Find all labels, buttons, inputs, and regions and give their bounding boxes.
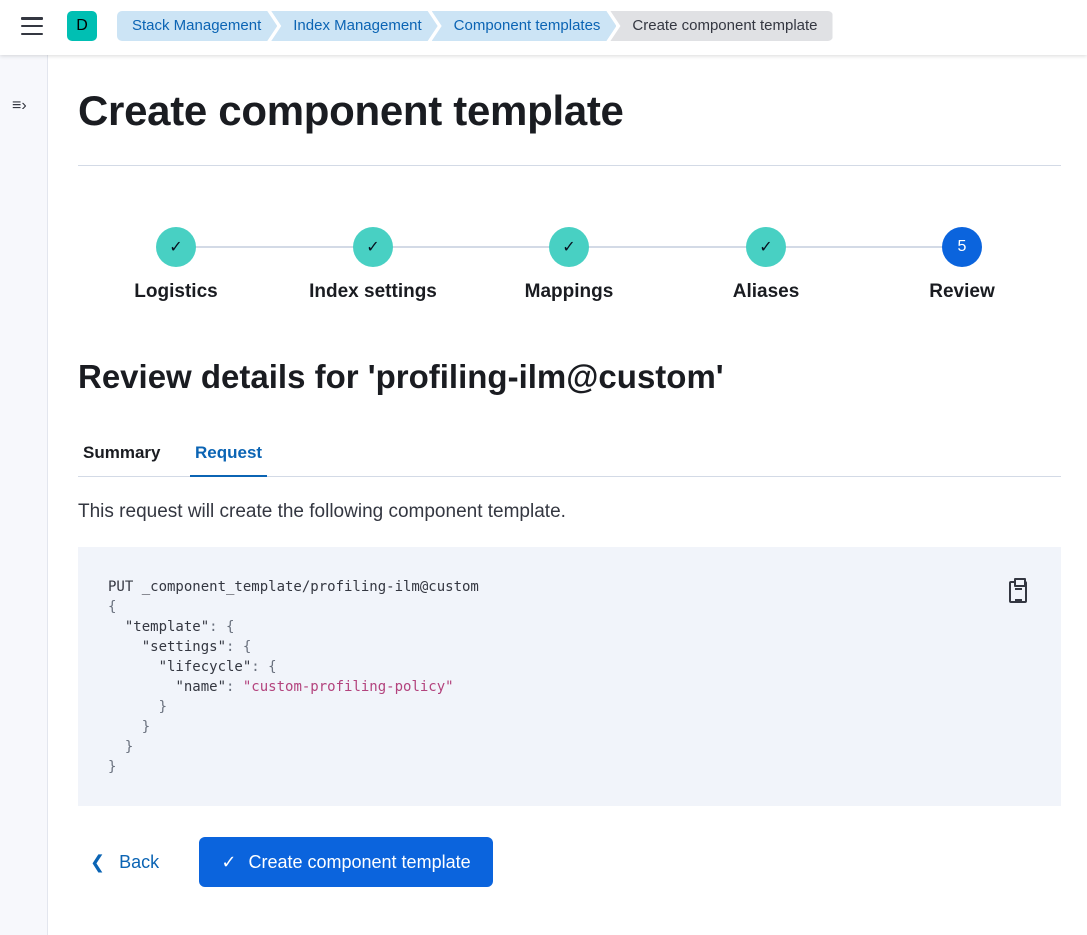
step-label: Mappings (524, 281, 614, 302)
side-nav: ≡› (0, 55, 48, 935)
create-component-template-button[interactable]: ✓ Create component template (199, 837, 493, 887)
step-aliases[interactable]: ✓ Aliases (686, 227, 846, 303)
request-description: This request will create the following c… (78, 501, 566, 522)
tab-summary[interactable]: Summary (83, 443, 161, 462)
check-icon: ✓ (549, 227, 589, 267)
request-method-line: PUT _component_template/profiling-ilm@cu… (108, 579, 479, 595)
review-heading: Review details for 'profiling-ilm@custom… (78, 358, 724, 395)
step-index-settings[interactable]: ✓ Index settings (293, 227, 453, 303)
stepper: ✓ Logistics ✓ Index settings ✓ Mappings ✓ Al… (78, 227, 1061, 307)
step-label: Review (929, 281, 995, 302)
request-code-block: PUT _component_template/profiling-ilm@cu… (78, 547, 1061, 806)
tab-request[interactable]: Request (190, 435, 268, 477)
review-tabs: Summary Request (78, 435, 1061, 477)
check-icon: ✓ (353, 227, 393, 267)
expand-nav-icon[interactable]: ≡› (12, 97, 27, 114)
copy-clipboard-icon[interactable] (1009, 578, 1027, 603)
step-number: 5 (942, 227, 982, 267)
breadcrumb-stack-management[interactable]: Stack Management (117, 11, 277, 41)
breadcrumb: Stack Management Index Management Compon… (117, 11, 833, 41)
step-logistics[interactable]: ✓ Logistics (96, 227, 256, 303)
back-label: Back (119, 851, 160, 872)
check-icon: ✓ (221, 851, 237, 872)
breadcrumb-component-templates[interactable]: Component templates (432, 11, 617, 41)
step-mappings[interactable]: ✓ Mappings (489, 227, 649, 303)
space-avatar[interactable]: D (67, 11, 97, 41)
step-label: Index settings (309, 281, 437, 302)
back-button[interactable]: ❮ Back (78, 837, 171, 887)
chevron-left-icon: ❮ (90, 851, 106, 872)
menu-icon[interactable] (21, 17, 43, 35)
create-label: Create component template (248, 851, 471, 872)
step-label: Aliases (732, 281, 800, 302)
page-title: Create component template (78, 87, 624, 134)
check-icon: ✓ (746, 227, 786, 267)
divider (78, 165, 1061, 166)
step-review[interactable]: 5 Review (882, 227, 1042, 303)
breadcrumb-index-management[interactable]: Index Management (271, 11, 437, 41)
step-label: Logistics (134, 281, 218, 302)
breadcrumb-current: Create component template (610, 11, 833, 41)
top-header: D Stack Management Index Management Comp… (0, 0, 1087, 55)
check-icon: ✓ (156, 227, 196, 267)
